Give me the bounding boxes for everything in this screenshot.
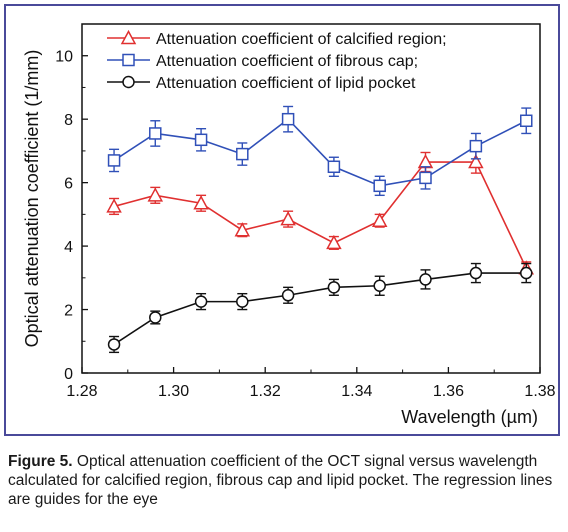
x-tick-label: 1.28	[66, 383, 97, 400]
caption-label: Figure 5.	[8, 453, 73, 470]
legend: Attenuation coefficient of calcified reg…	[107, 29, 447, 92]
data-point	[149, 311, 162, 324]
data-point	[373, 279, 386, 292]
data-point	[327, 160, 341, 174]
y-tick-label: 8	[64, 112, 73, 129]
data-point	[520, 114, 533, 128]
data-point	[149, 127, 162, 140]
data-point	[419, 273, 432, 286]
chart: 1.28 1.30 1.32 1.34 1.36 1.38 0 2 4 6 8 10 Wavelengt…	[22, 23, 556, 427]
y-tick-label: 10	[55, 49, 73, 66]
data-point	[281, 289, 295, 302]
legend-marker	[122, 75, 135, 89]
series-circle	[107, 262, 533, 354]
data-point	[236, 295, 249, 308]
series-line	[113, 161, 527, 269]
legend-entry: Attenuation coefficient of calcified reg…	[156, 31, 447, 48]
data-point	[193, 195, 209, 210]
data-point	[520, 266, 533, 280]
x-axis-title: Wavelength (µm)	[401, 407, 538, 427]
data-point	[468, 153, 484, 169]
y-tick-label: 6	[64, 176, 73, 193]
series-triangle	[106, 150, 535, 276]
y-tick-label: 4	[64, 239, 73, 256]
data-point	[194, 133, 208, 147]
data-point	[234, 222, 251, 237]
caption-text: Optical attenuation coefficient of the O…	[8, 453, 553, 508]
series-square	[107, 105, 533, 197]
data-point	[469, 139, 483, 153]
data-point	[280, 211, 296, 226]
series-line	[113, 272, 527, 346]
x-tick-label: 1.30	[158, 383, 189, 400]
data-point	[107, 154, 121, 167]
x-tick-label: 1.32	[250, 383, 281, 400]
data-point	[373, 179, 386, 193]
x-tick-label: 1.34	[341, 383, 372, 400]
x-tick-label: 1.38	[524, 383, 555, 400]
y-axis-title: Optical attenuation coefficient (1/mm)	[22, 50, 42, 348]
legend-marker	[122, 53, 135, 67]
data-point	[194, 295, 208, 308]
data-point	[236, 147, 249, 161]
data-point	[419, 171, 432, 185]
y-tick-label: 2	[64, 303, 73, 320]
x-tick-label: 1.36	[433, 383, 464, 400]
data-point	[106, 198, 122, 213]
data-point	[281, 112, 295, 126]
data-point	[327, 281, 341, 294]
series-line	[113, 118, 527, 187]
data-point	[147, 187, 164, 202]
data-point	[469, 266, 483, 280]
legend-entry: Attenuation coefficient of lipid pocket	[156, 75, 416, 92]
data-point	[326, 234, 342, 250]
legend-entry: Attenuation coefficient of fibrous cap;	[156, 53, 418, 70]
data-point	[107, 338, 121, 351]
data-point	[371, 212, 388, 227]
y-tick-label: 0	[64, 366, 73, 383]
legend-marker	[120, 29, 137, 45]
figure-caption: Figure 5. Optical attenuation coefficien…	[8, 452, 560, 509]
